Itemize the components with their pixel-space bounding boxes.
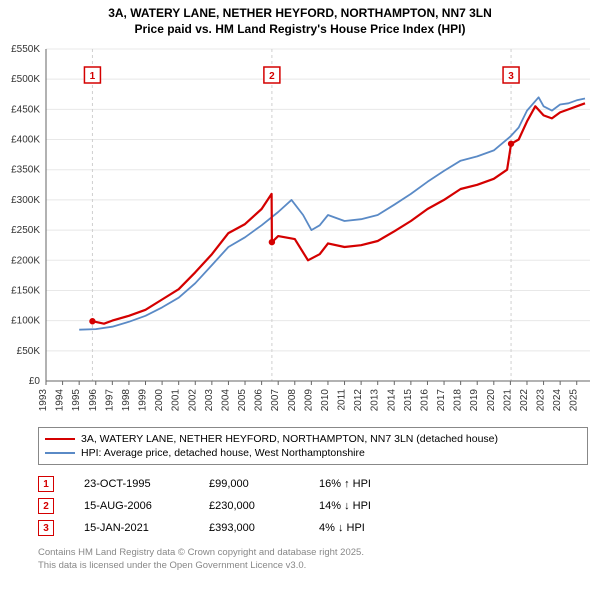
x-tick-label: 2021 — [502, 389, 513, 412]
x-tick-label: 2009 — [303, 389, 314, 412]
marker-row: 2 15-AUG-2006 £230,000 14% ↓ HPI — [38, 495, 588, 517]
marker-date: 15-JAN-2021 — [84, 522, 179, 534]
marker-hpi: 4% ↓ HPI — [319, 522, 409, 534]
sale-dot — [269, 239, 275, 245]
x-tick-label: 2013 — [370, 389, 381, 412]
y-tick-label: £300K — [11, 195, 40, 206]
x-tick-label: 2016 — [419, 389, 430, 412]
marker-date: 15-AUG-2006 — [84, 500, 179, 512]
x-tick-label: 2011 — [337, 389, 348, 411]
x-tick-label: 2023 — [536, 389, 547, 412]
marker-number-box: 3 — [38, 520, 54, 536]
marker-price: £393,000 — [209, 522, 289, 534]
x-tick-label: 2001 — [171, 389, 182, 412]
legend-label: HPI: Average price, detached house, West… — [81, 447, 365, 459]
y-tick-label: £500K — [11, 74, 40, 85]
footer-line-1: Contains HM Land Registry data © Crown c… — [38, 547, 588, 559]
footer-note: Contains HM Land Registry data © Crown c… — [38, 547, 588, 572]
legend-row: HPI: Average price, detached house, West… — [45, 446, 581, 460]
marker-box-num: 3 — [508, 71, 514, 82]
marker-price: £230,000 — [209, 500, 289, 512]
legend: 3A, WATERY LANE, NETHER HEYFORD, NORTHAM… — [38, 427, 588, 465]
x-tick-label: 1998 — [121, 389, 132, 412]
y-tick-label: £250K — [11, 225, 40, 236]
y-tick-label: £100K — [11, 316, 40, 327]
x-tick-label: 2022 — [519, 389, 530, 412]
x-tick-label: 2014 — [386, 389, 397, 412]
x-tick-label: 2002 — [187, 389, 198, 412]
y-tick-label: £400K — [11, 135, 40, 146]
y-tick-label: £350K — [11, 165, 40, 176]
x-tick-label: 1996 — [88, 389, 99, 412]
chart-area: £0 £50K £100K £150K £200K £250K £300K £350K £400… — [0, 41, 600, 421]
marker-hpi: 16% ↑ HPI — [319, 478, 409, 490]
x-tick-label: 2012 — [353, 389, 364, 412]
chart-svg: £0 £50K £100K £150K £200K £250K £300K £350K £400… — [0, 41, 600, 421]
x-tick-label: 2019 — [469, 389, 480, 412]
marker-box-num: 2 — [269, 71, 275, 82]
x-tick-label: 1993 — [38, 389, 49, 412]
x-tick-label: 2017 — [436, 389, 447, 412]
x-tick-label: 2015 — [403, 389, 414, 412]
y-tick-label: £0 — [29, 376, 41, 387]
marker-row: 1 23-OCT-1995 £99,000 16% ↑ HPI — [38, 473, 588, 495]
x-tick-label: 2005 — [237, 389, 248, 412]
footer-line-2: This data is licensed under the Open Gov… — [38, 560, 588, 572]
marker-table: 1 23-OCT-1995 £99,000 16% ↑ HPI 2 15-AUG-2006… — [38, 473, 588, 539]
legend-swatch — [45, 452, 75, 454]
legend-row: 3A, WATERY LANE, NETHER HEYFORD, NORTHAM… — [45, 432, 581, 446]
y-tick-label: £50K — [17, 346, 41, 357]
marker-hpi: 14% ↓ HPI — [319, 500, 409, 512]
legend-swatch — [45, 438, 75, 440]
sale-dot — [89, 318, 95, 324]
x-tick-label: 2003 — [204, 389, 215, 412]
legend-label: 3A, WATERY LANE, NETHER HEYFORD, NORTHAM… — [81, 433, 498, 445]
x-tick-label: 1995 — [71, 389, 82, 412]
marker-date: 23-OCT-1995 — [84, 478, 179, 490]
x-tick-label: 2006 — [254, 389, 265, 412]
marker-row: 3 15-JAN-2021 £393,000 4% ↓ HPI — [38, 517, 588, 539]
x-tick-label: 2020 — [486, 389, 497, 412]
x-tick-label: 2000 — [154, 389, 165, 412]
x-tick-label: 1994 — [55, 389, 66, 412]
x-tick-label: 2008 — [287, 389, 298, 412]
x-tick-label: 2007 — [270, 389, 281, 412]
x-tick-label: 1997 — [104, 389, 115, 412]
x-tick-label: 2010 — [320, 389, 331, 412]
title-line-2: Price paid vs. HM Land Registry's House … — [0, 22, 600, 38]
sale-dot — [508, 141, 514, 147]
marker-number-box: 2 — [38, 498, 54, 514]
y-tick-label: £150K — [11, 286, 40, 297]
series-hpi — [79, 97, 585, 329]
x-tick-label: 2018 — [453, 389, 464, 412]
marker-box-num: 1 — [90, 71, 96, 82]
y-tick-label: £450K — [11, 105, 40, 116]
y-tick-label: £200K — [11, 255, 40, 266]
x-tick-label: 2025 — [569, 389, 580, 412]
marker-number-box: 1 — [38, 476, 54, 492]
y-tick-label: £550K — [11, 44, 40, 55]
marker-price: £99,000 — [209, 478, 289, 490]
chart-title-block: 3A, WATERY LANE, NETHER HEYFORD, NORTHAM… — [0, 0, 600, 41]
x-tick-label: 2024 — [552, 389, 563, 412]
x-tick-label: 1999 — [138, 389, 149, 412]
x-tick-label: 2004 — [220, 389, 231, 412]
title-line-1: 3A, WATERY LANE, NETHER HEYFORD, NORTHAM… — [0, 6, 600, 22]
